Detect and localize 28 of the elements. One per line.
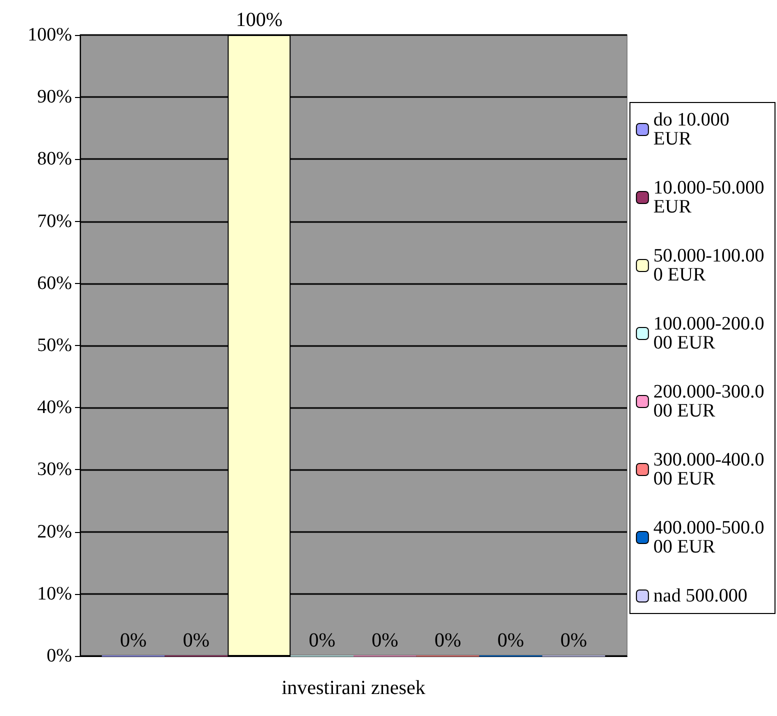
y-tick-label: 10%	[37, 583, 72, 604]
x-axis-title: investirani znesek	[282, 677, 426, 699]
data-label: 0%	[434, 630, 462, 652]
y-tick-label: 30%	[37, 459, 72, 480]
data-label: 100%	[236, 9, 282, 31]
data-label: 0%	[560, 630, 588, 652]
y-tick-label: 90%	[37, 86, 72, 108]
legend-label: 300.000-400.000 EUR	[653, 450, 764, 490]
legend-label: 10.000-50.000 EUR	[653, 178, 769, 218]
y-tick-label: 60%	[37, 272, 72, 294]
legend-label: 50.000-100.000 EUR	[653, 246, 764, 286]
data-label: 0%	[120, 630, 147, 652]
legend-label: 100.000-200.000 EUR	[653, 314, 764, 354]
data-label: 0%	[372, 630, 398, 652]
legend-label: nad 500.000	[653, 586, 748, 606]
y-tick-label: 40%	[37, 397, 72, 418]
y-tick-label: 70%	[37, 210, 72, 232]
legend-label: do 10.000 EUR	[653, 110, 734, 150]
y-tick-label: 50%	[37, 335, 72, 356]
y-tick-label: 100%	[28, 24, 72, 46]
data-label: 0%	[182, 630, 210, 652]
y-tick-label: 20%	[37, 521, 72, 542]
data-label: 0%	[497, 630, 524, 652]
y-tick-label: 0%	[46, 646, 72, 666]
data-label: 0%	[308, 630, 336, 652]
y-tick-label: 80%	[37, 148, 72, 170]
legend-label: 200.000-300.000 EUR	[653, 382, 764, 422]
legend-label: 400.000-500.000 EUR	[653, 518, 764, 558]
